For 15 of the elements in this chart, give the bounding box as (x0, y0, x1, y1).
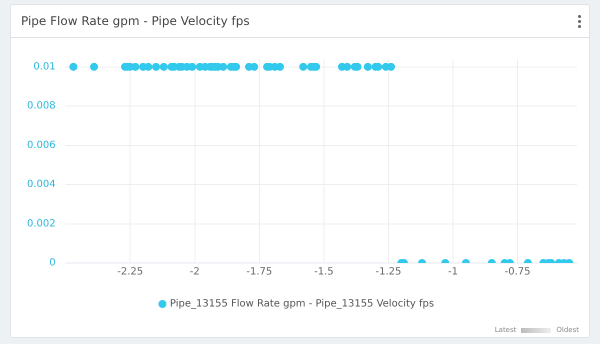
y-tick-label: 0 (49, 258, 56, 269)
x-tick-label: -1 (448, 266, 458, 278)
y-tick-label: 0.008 (26, 100, 56, 112)
legend-label: Pipe_13155 Flow Rate gpm - Pipe_13155 Velocity fps (170, 298, 434, 310)
y-tick-label: 0.01 (33, 61, 56, 72)
x-tick-label: -2.25 (117, 266, 144, 278)
x-tick-label: -1.5 (314, 266, 334, 278)
x-tick-label: -1.75 (246, 266, 272, 278)
x-tick-label: -0.75 (504, 266, 531, 278)
y-tick-label: 0.002 (26, 218, 56, 230)
y-tick-label: 0.006 (26, 140, 56, 151)
x-tick-label: -2 (190, 266, 200, 278)
chart-title: Pipe Flow Rate gpm - Pipe Velocity fps (21, 14, 250, 28)
y-tick-label: 0.004 (26, 179, 56, 190)
x-tick-label: -1.25 (376, 266, 402, 278)
